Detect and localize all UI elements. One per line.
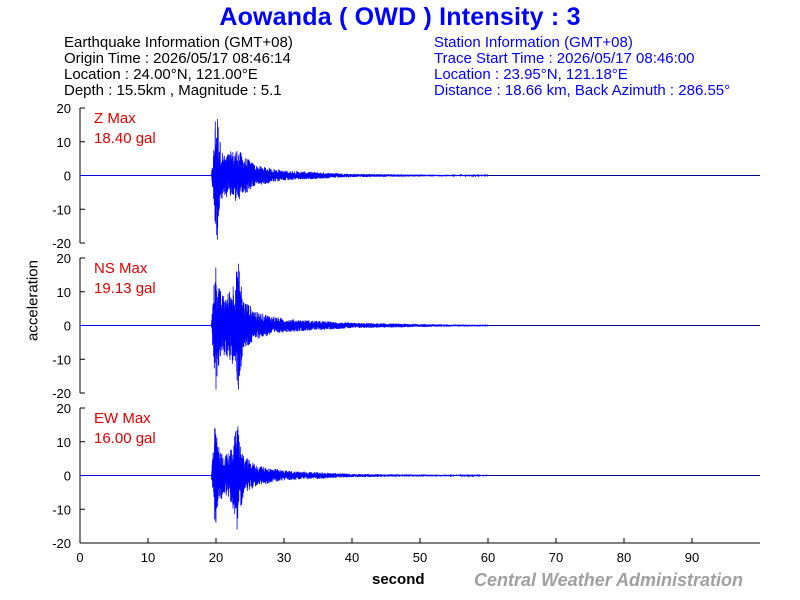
- origin-time: Origin Time : 2026/05/17 08:46:14: [64, 50, 291, 67]
- earthquake-info-header: Earthquake Information (GMT+08): [64, 34, 293, 51]
- distance-azimuth: Distance : 18.66 km, Back Azimuth : 286.…: [434, 82, 731, 99]
- trace-start-time: Trace Start Time : 2026/05/17 08:46:00: [434, 50, 695, 67]
- y-tick-label: 0: [64, 469, 71, 484]
- x-tick-label: 50: [413, 550, 427, 565]
- y-tick-label: 20: [57, 251, 71, 266]
- station-info-header: Station Information (GMT+08): [434, 34, 633, 51]
- y-tick-label: 20: [57, 401, 71, 416]
- x-tick-label: 90: [685, 550, 699, 565]
- epicenter-location: Location : 24.00°N, 121.00°E: [64, 66, 258, 83]
- y-tick-label: 0: [64, 319, 71, 334]
- y-axis-label: acceleration: [24, 260, 42, 341]
- waveform-ew: [80, 426, 489, 530]
- y-tick-label: -20: [52, 386, 71, 401]
- x-tick-label: 10: [141, 550, 155, 565]
- x-tick-label: 20: [209, 550, 223, 565]
- earthquake-info: Earthquake Information (GMT+08) Origin T…: [64, 35, 293, 99]
- depth-magnitude: Depth : 15.5km , Magnitude : 5.1: [64, 82, 282, 99]
- max-value-ew: 16.00 gal: [94, 430, 156, 447]
- waveform-ns: [80, 263, 489, 390]
- y-tick-label: 10: [57, 435, 71, 450]
- station-location: Location : 23.95°N, 121.18°E: [434, 66, 628, 83]
- max-label-ew: EW Max: [94, 410, 151, 427]
- agency-credit: Central Weather Administration: [474, 570, 744, 590]
- y-tick-label: 0: [64, 169, 71, 184]
- y-tick-label: 10: [57, 135, 71, 150]
- station-info: Station Information (GMT+08) Trace Start…: [434, 35, 730, 99]
- x-tick-label: 60: [481, 550, 495, 565]
- y-tick-label: -20: [52, 536, 71, 551]
- y-tick-label: 20: [57, 101, 71, 116]
- y-tick-label: -10: [52, 502, 71, 517]
- max-value-ns: 19.13 gal: [94, 280, 156, 297]
- y-tick-label: -10: [52, 202, 71, 217]
- chart-title: Aowanda ( OWD ) Intensity : 3: [219, 3, 581, 31]
- max-value-z: 18.40 gal: [94, 130, 156, 147]
- x-tick-label: 30: [277, 550, 291, 565]
- x-tick-label: 40: [345, 550, 359, 565]
- x-tick-label: 80: [617, 550, 631, 565]
- max-label-z: Z Max: [94, 110, 136, 127]
- y-tick-label: -20: [52, 236, 71, 251]
- y-tick-label: -10: [52, 352, 71, 367]
- waveform-z: [80, 119, 489, 240]
- x-tick-label: 70: [549, 550, 563, 565]
- x-tick-label: 0: [76, 550, 83, 565]
- max-label-ns: NS Max: [94, 260, 148, 277]
- y-tick-label: 10: [57, 285, 71, 300]
- x-axis-label: second: [372, 571, 425, 588]
